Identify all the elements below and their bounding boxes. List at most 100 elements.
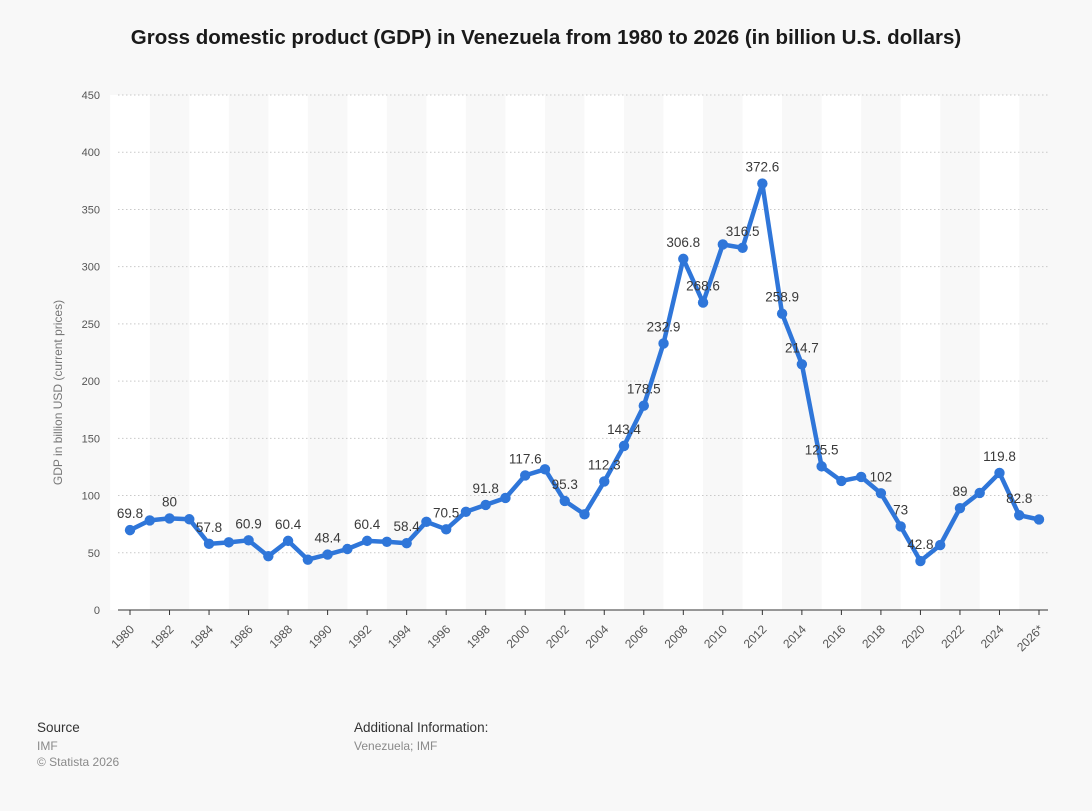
data-point — [974, 487, 985, 499]
y-tick-label: 200 — [82, 376, 100, 388]
x-tick-label: 1980 — [108, 622, 137, 651]
data-point — [836, 475, 847, 487]
data-label: 73 — [893, 502, 908, 517]
data-point — [697, 297, 709, 308]
background-band — [900, 95, 941, 610]
x-tick-label: 2012 — [741, 622, 770, 651]
data-label: 42.8 — [907, 537, 933, 552]
data-point — [1014, 510, 1025, 521]
data-label: 69.8 — [117, 506, 143, 521]
data-point — [599, 476, 610, 487]
data-label: 316.5 — [726, 224, 760, 239]
data-label: 60.4 — [275, 517, 302, 532]
data-point — [618, 440, 630, 452]
additional-info-line: Venezuela; IMF — [354, 739, 438, 753]
data-label: 178.5 — [627, 382, 661, 397]
x-tick-label: 2020 — [899, 622, 928, 651]
data-point — [381, 536, 393, 547]
y-tick-label: 0 — [94, 605, 100, 617]
data-point — [282, 535, 294, 547]
data-label: 60.9 — [235, 516, 261, 531]
background-band — [268, 95, 308, 610]
data-point — [401, 537, 412, 549]
data-point — [559, 495, 570, 507]
data-point — [579, 509, 590, 520]
x-tick-label: 1988 — [266, 622, 295, 651]
data-label: 232.9 — [647, 319, 681, 334]
data-point — [361, 535, 373, 547]
data-point — [658, 338, 669, 349]
x-tick-label: 2010 — [701, 622, 730, 651]
data-point — [994, 467, 1005, 479]
additional-info-block: Additional Information: Venezuela; IMF — [354, 720, 488, 754]
data-label: 372.6 — [745, 160, 779, 175]
background-band — [505, 95, 545, 610]
background-band — [979, 95, 1020, 610]
data-point — [263, 551, 274, 562]
data-label: 112.3 — [588, 457, 621, 472]
x-tick-label: 2004 — [583, 622, 612, 651]
background-band — [821, 95, 862, 610]
data-point — [184, 514, 195, 525]
x-tick-label: 2008 — [662, 622, 691, 651]
data-point — [223, 537, 235, 548]
x-tick-label: 1986 — [227, 622, 256, 651]
line-chart: 0 50 100 150 200 250 300 350 400 450 1980 1982 1984 1… — [51, 90, 1048, 654]
data-point — [144, 515, 155, 526]
data-label: 268.6 — [686, 279, 720, 294]
background-band — [584, 95, 625, 610]
x-tick-label: 1982 — [148, 622, 177, 651]
data-point — [164, 513, 175, 524]
source-line: IMF — [37, 739, 58, 753]
data-label: 102 — [870, 469, 893, 484]
x-tick-label: 2016 — [820, 622, 849, 651]
data-label: 119.8 — [983, 449, 1016, 464]
data-label: 58.4 — [394, 519, 421, 534]
x-tick-label: 1996 — [425, 622, 454, 651]
source-heading: Source — [37, 720, 80, 735]
data-label: 214.7 — [785, 340, 819, 355]
additional-info-heading: Additional Information: — [354, 720, 489, 735]
data-label: 91.8 — [473, 481, 499, 496]
x-tick-label: 1992 — [345, 622, 374, 651]
x-tick-label: 1984 — [187, 622, 216, 651]
x-tick-label: 2024 — [978, 622, 1007, 651]
data-point — [440, 524, 452, 535]
x-tick-label: 1990 — [306, 622, 335, 651]
chart-title: Gross domestic product (GDP) in Venezuel… — [130, 26, 962, 49]
data-label: 306.8 — [666, 235, 700, 250]
data-point — [638, 400, 649, 411]
y-tick-label: 350 — [82, 204, 100, 216]
data-label: 117.6 — [509, 451, 542, 466]
data-point — [342, 543, 353, 555]
data-point — [737, 242, 748, 253]
data-label: 258.9 — [765, 290, 799, 305]
y-axis-title: GDP in billion USD (current prices) — [51, 300, 65, 485]
data-label: 80 — [162, 494, 177, 509]
x-tick-label: 1994 — [385, 622, 414, 651]
data-point — [796, 359, 808, 370]
data-label: 95.3 — [552, 477, 578, 492]
data-point — [816, 461, 827, 472]
data-point — [934, 539, 946, 551]
background-band — [663, 95, 704, 610]
x-tick-label: 2002 — [543, 622, 572, 651]
data-point — [243, 535, 254, 546]
data-point — [1033, 514, 1045, 525]
data-point — [124, 524, 136, 536]
data-point — [717, 239, 729, 250]
data-label: 60.4 — [354, 517, 381, 532]
data-label: 82.8 — [1006, 491, 1032, 506]
data-point — [855, 471, 867, 483]
x-tick-label: 2014 — [780, 622, 809, 651]
data-label: 57.8 — [196, 520, 222, 535]
data-point — [954, 502, 966, 514]
data-point — [520, 470, 531, 481]
x-tick-label: 1998 — [464, 622, 493, 651]
x-tick-label: 2022 — [938, 622, 967, 651]
data-point — [875, 488, 887, 499]
data-point — [776, 308, 788, 319]
data-point — [678, 253, 689, 265]
data-point — [421, 516, 432, 527]
x-tick-label: 2006 — [622, 622, 651, 651]
